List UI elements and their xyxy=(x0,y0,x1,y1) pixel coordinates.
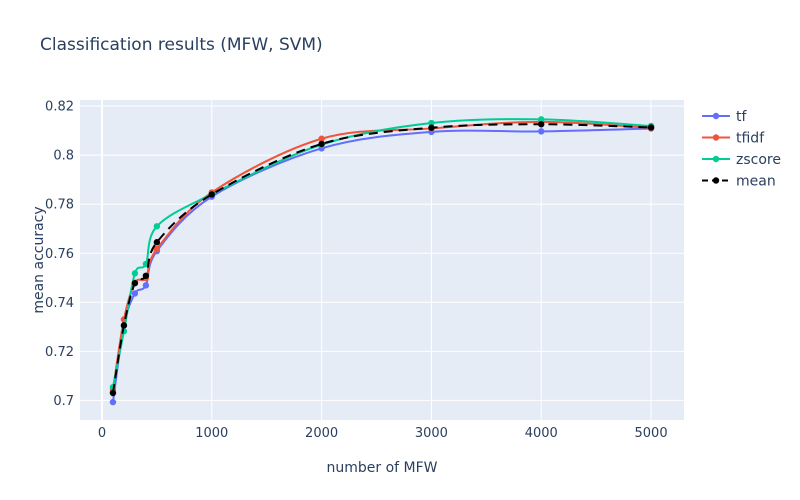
grid-lines xyxy=(80,100,684,420)
x-tick-label: 2000 xyxy=(305,426,338,441)
data-point-mean[interactable] xyxy=(428,124,435,131)
data-point-tf[interactable] xyxy=(131,290,139,297)
y-tick-label: 0.7 xyxy=(53,394,74,409)
data-point-mean[interactable] xyxy=(131,279,139,287)
legend-label: tf xyxy=(736,109,747,125)
y-tick-label: 0.74 xyxy=(45,296,74,311)
y-tick-label: 0.72 xyxy=(45,345,74,360)
data-point-tf[interactable] xyxy=(109,398,117,406)
y-tick-label: 0.82 xyxy=(45,100,74,115)
data-point-mean[interactable] xyxy=(109,389,117,397)
data-point-mean[interactable] xyxy=(142,272,150,280)
data-point-tf[interactable] xyxy=(142,282,150,289)
x-tick-label: 3000 xyxy=(415,426,448,441)
series-layer xyxy=(109,116,655,406)
data-point-zscore[interactable] xyxy=(153,223,161,230)
legend-item-tf[interactable]: tf xyxy=(702,109,747,125)
data-point-zscore[interactable] xyxy=(131,270,139,277)
chart-title: Classification results (MFW, SVM) xyxy=(40,35,323,55)
data-point-zscore[interactable] xyxy=(538,116,545,123)
series-mean xyxy=(109,121,655,397)
plot-area xyxy=(80,100,684,420)
legend-label: zscore xyxy=(736,152,781,168)
x-tick-label: 1000 xyxy=(195,426,228,441)
legend-item-mean[interactable]: mean xyxy=(702,174,776,190)
legend-marker xyxy=(712,134,720,141)
data-point-mean[interactable] xyxy=(318,140,325,148)
legend-marker xyxy=(712,112,720,120)
x-tick-label: 5000 xyxy=(635,426,668,441)
y-axis-title: mean accuracy xyxy=(31,206,47,313)
legend[interactable]: tf tfidf zscore mean xyxy=(702,109,781,190)
legend-item-zscore[interactable]: zscore xyxy=(702,152,781,168)
x-tick-label: 4000 xyxy=(525,426,558,441)
data-point-tf[interactable] xyxy=(538,128,545,135)
legend-label: mean xyxy=(736,174,776,190)
x-axis-title: number of MFW xyxy=(326,460,437,476)
data-point-mean[interactable] xyxy=(208,191,215,198)
y-tick-label: 0.78 xyxy=(45,198,74,213)
data-point-mean[interactable] xyxy=(120,322,128,329)
data-point-zscore[interactable] xyxy=(428,119,435,127)
series-line-mean xyxy=(111,123,652,394)
legend-marker xyxy=(712,155,720,163)
legend-item-tfidf[interactable]: tfidf xyxy=(702,131,765,147)
legend-marker xyxy=(712,177,720,184)
y-tick-label: 0.8 xyxy=(53,149,74,164)
legend-label: tfidf xyxy=(736,131,765,147)
y-tick-label: 0.76 xyxy=(45,247,74,262)
data-point-tfidf[interactable] xyxy=(318,135,325,142)
x-tick-label: 0 xyxy=(98,426,106,441)
data-point-tfidf[interactable] xyxy=(153,245,161,253)
tick-labels: 0 1000 2000 3000 4000 5000 0.7 0.72 0.74 0.76 0.78… xyxy=(45,100,668,441)
data-point-mean[interactable] xyxy=(647,124,655,131)
data-point-mean[interactable] xyxy=(538,121,545,128)
data-point-mean[interactable] xyxy=(153,239,161,246)
